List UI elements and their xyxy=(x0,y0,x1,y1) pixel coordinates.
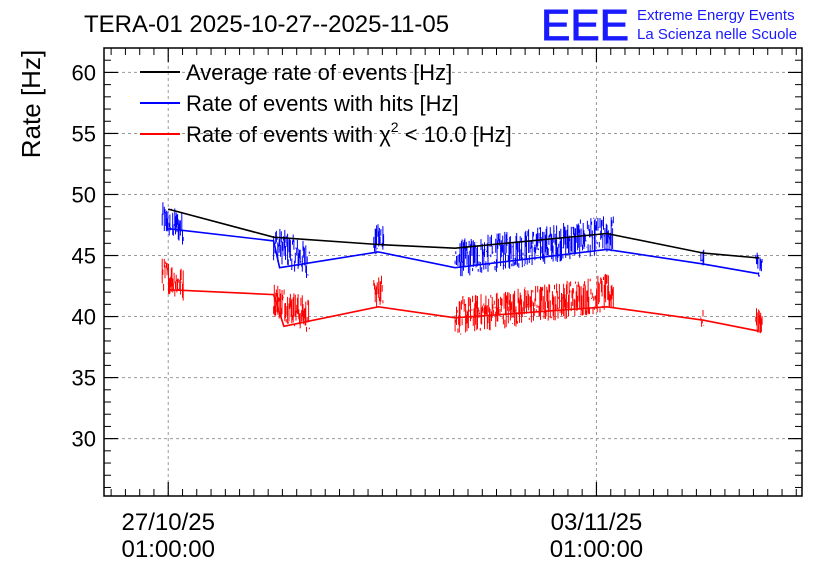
series-band-segment xyxy=(373,275,384,308)
y-tick-label: 60 xyxy=(72,60,96,85)
y-tick-label: 45 xyxy=(72,244,96,269)
y-tick-label: 35 xyxy=(72,366,96,391)
y-tick-labels: 30 35 40 45 50 55 60 xyxy=(72,60,96,451)
series-line xyxy=(168,288,760,332)
y-axis-label: Rate [Hz] xyxy=(16,50,46,158)
x-tick-label-time: 01:00:00 xyxy=(122,536,215,563)
y-tick-label: 55 xyxy=(72,121,96,146)
eee-logo-line1: Extreme Energy Events xyxy=(637,7,795,24)
series-line xyxy=(168,227,760,275)
legend-label-hits: Rate of events with hits [Hz] xyxy=(186,91,459,116)
series-line xyxy=(167,208,760,259)
series-band-segment xyxy=(454,274,614,335)
series-lines xyxy=(167,208,760,332)
chart-title: TERA-01 2025-10-27--2025-11-05 xyxy=(84,11,449,38)
y-tick-label: 30 xyxy=(72,427,96,452)
x-tick-label-date: 27/10/25 xyxy=(122,509,215,536)
x-tick-label-time: 01:00:00 xyxy=(550,536,643,563)
eee-logo-mark: EEE xyxy=(541,1,629,50)
axes xyxy=(103,47,803,497)
y-tick-label: 40 xyxy=(72,305,96,330)
eee-logo: EEE Extreme Energy Events La Scienza nel… xyxy=(541,1,798,51)
legend-label-average: Average rate of events [Hz] xyxy=(186,60,452,85)
plot-frame xyxy=(103,47,803,497)
axis-ticks xyxy=(104,47,802,496)
y-tick-label: 50 xyxy=(72,182,96,207)
eee-logo-line2: La Scienza nelle Scuole xyxy=(637,26,797,43)
series-band-segment xyxy=(373,224,385,255)
x-tick-label-date: 03/11/25 xyxy=(551,509,643,536)
series-band-segment xyxy=(273,284,310,332)
legend: Average rate of events [Hz] Rate of even… xyxy=(140,60,512,147)
series-band-segment xyxy=(700,249,705,266)
legend-label-chi2: Rate of events with χ2 < 10.0 [Hz] xyxy=(186,119,512,147)
